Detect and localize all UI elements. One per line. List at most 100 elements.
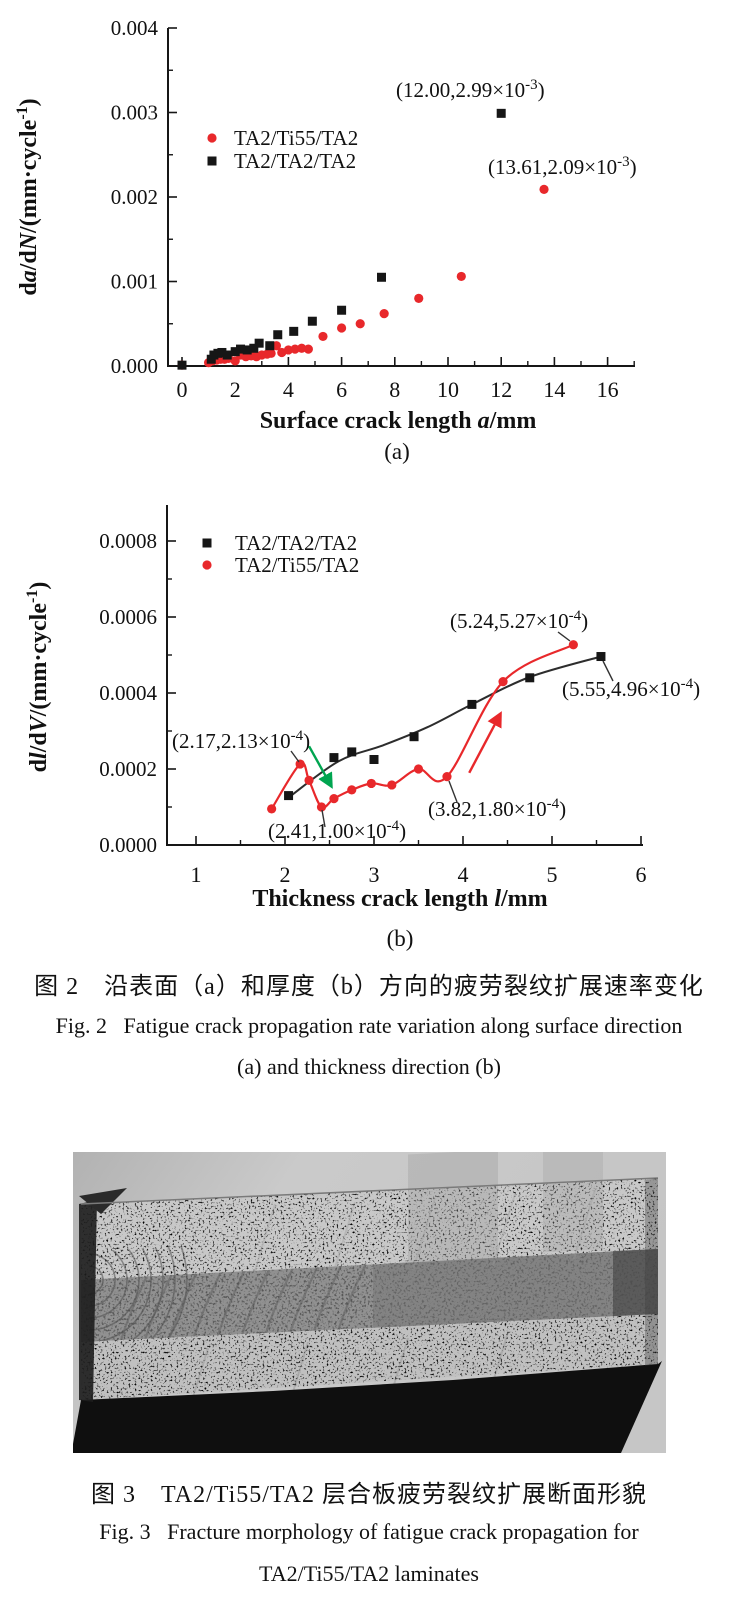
x-tick-label: 14 (543, 377, 565, 402)
panel-label-a: (a) (384, 439, 410, 464)
x-tick-label: 16 (597, 377, 619, 402)
scatter-point-square (236, 344, 246, 354)
background-cut-corner (621, 1352, 666, 1453)
fracture-photo-svg (73, 1152, 666, 1453)
scatter-point-circle (442, 772, 452, 782)
legend-label: TA2/TA2/TA2 (235, 531, 357, 555)
legend-label: TA2/Ti55/TA2 (235, 553, 359, 577)
panel-label-b: (b) (387, 926, 414, 951)
specimen-right-edge (645, 1178, 658, 1366)
x-tick-label: 5 (547, 862, 558, 887)
legend-marker-square (207, 156, 217, 166)
fig3-caption-en-line2: TA2/Ti55/TA2 laminates (259, 1561, 479, 1586)
specimen-top-layer (81, 1152, 658, 1280)
legend-marker-circle (202, 560, 212, 570)
scatter-point-circle (539, 184, 549, 194)
annotation-leader (321, 809, 326, 828)
scatter-point-square (273, 330, 283, 340)
scatter-point-circle (456, 271, 466, 282)
scatter-point-circle (318, 331, 328, 342)
scatter-point-square (242, 345, 252, 355)
y-tick-label: 0.0004 (99, 681, 157, 705)
axes-a: 0 2 4 6 8 10 12 14 16 0.000 0.001 0.002 0.003 0.004 (111, 16, 635, 402)
scatter-point-square (377, 272, 386, 282)
scatter-point-circle (366, 778, 376, 789)
annotation-label: (13.61,2.09×10-3) (488, 154, 637, 179)
y-tick-label: 0.0002 (99, 757, 157, 781)
annotation-leader (290, 750, 300, 763)
x-axis-label-a: Surface crack length a/mm (260, 408, 537, 434)
scatter-point-square (596, 652, 606, 662)
scatter-point-circle (387, 780, 397, 790)
scatter-point-circle (304, 775, 314, 785)
scatter-point-square (329, 753, 339, 763)
scatter-point-circle (498, 677, 508, 687)
annotation-label: (5.24,5.27×10-4) (450, 608, 588, 633)
legend-label: TA2/TA2/TA2 (234, 149, 356, 173)
x-tick-label: 3 (369, 862, 380, 887)
y-tick-label: 0.0008 (99, 529, 157, 553)
scatter-point-square (249, 343, 259, 353)
scatter-point-square (347, 747, 357, 757)
scatter-point-circle (347, 785, 357, 795)
x-tick-label: 4 (458, 862, 469, 887)
scatter-point-circle (267, 804, 277, 814)
specimen-left-edge (79, 1200, 97, 1402)
scatter-point-square (254, 338, 264, 348)
scatter-point-circle (414, 293, 424, 303)
scatter-point-circle (355, 319, 365, 329)
y-tick-label: 0.0006 (99, 605, 157, 629)
y-tick-label: 0.0000 (99, 833, 157, 857)
faint-streaks-top (252, 1189, 596, 1278)
x-tick-label: 8 (389, 377, 400, 402)
specimen-bottom-layer (81, 1314, 658, 1400)
scatter-point-circle (316, 802, 327, 812)
y-tick-label: 0.004 (111, 16, 159, 40)
fig3-caption-en-line1: Fig. 3 Fracture morphology of fatigue cr… (99, 1519, 639, 1544)
x-tick-label: 1 (191, 862, 202, 887)
legend-marker-circle (207, 133, 217, 143)
x-tick-label: 6 (336, 377, 347, 402)
specimen-top-edge (80, 1177, 659, 1205)
x-tick-label: 10 (437, 377, 459, 402)
scatter-point-circle (568, 640, 578, 650)
scatter-point-circle (379, 309, 389, 319)
axes-b: 1 2 3 4 5 6 0.0000 0.0002 0.0004 0.0006 0.0008 (99, 505, 647, 887)
fracture-photo (73, 1152, 666, 1453)
fig2-caption-zh: 图 2 沿表面（a）和厚度（b）方向的疲劳裂纹扩展速率变化 (34, 974, 704, 1000)
annotation-label: (2.17,2.13×10-4) (172, 728, 310, 753)
x-axis-label-b: Thickness crack length l/mm (252, 886, 547, 912)
scatter-point-square (177, 360, 187, 370)
fig2-caption-en-line1: Fig. 2 Fatigue crack propagation rate va… (55, 1013, 683, 1038)
scatter-point-square (467, 699, 477, 709)
specimen-top-left-notch (79, 1188, 127, 1214)
scatter-point-square (307, 316, 317, 326)
scatter-point-circle (295, 759, 305, 769)
fig2-panel-a-chart: 0 2 4 6 8 10 12 14 16 0.000 0.001 0.002 0.003 0.004 T… (14, 16, 637, 464)
annotation-label: (12.00,2.99×10-3) (396, 77, 545, 102)
fig2-panel-b-chart: 1 2 3 4 5 6 0.0000 0.0002 0.0004 0.0006 0.0008 TA2… (24, 505, 700, 951)
annotation-leader (448, 780, 458, 803)
annotation-arrow (307, 745, 333, 789)
x-tick-label: 6 (636, 862, 647, 887)
scatter-point-circle (303, 344, 313, 354)
specimen-middle-layer (81, 1249, 658, 1342)
legend-marker-square (202, 538, 212, 548)
scatter-point-circle (413, 764, 424, 774)
x-tick-label: 2 (230, 377, 241, 402)
scatter-point-square (525, 673, 535, 683)
y-tick-label: 0.001 (111, 270, 158, 294)
annotation-leader (602, 660, 614, 682)
scatter-point-circle (337, 323, 347, 333)
scatter-point-square (496, 108, 506, 118)
scatter-point-circle (329, 794, 339, 804)
scatter-point-square (265, 341, 275, 351)
y-axis-label-a: da/dN/(mm·cycle-1) (14, 98, 42, 295)
annotation-label: (3.82,1.80×10-4) (428, 796, 566, 821)
annotation-leader (557, 631, 571, 642)
x-tick-label: 0 (177, 377, 188, 402)
scatter-point-square (369, 755, 379, 764)
